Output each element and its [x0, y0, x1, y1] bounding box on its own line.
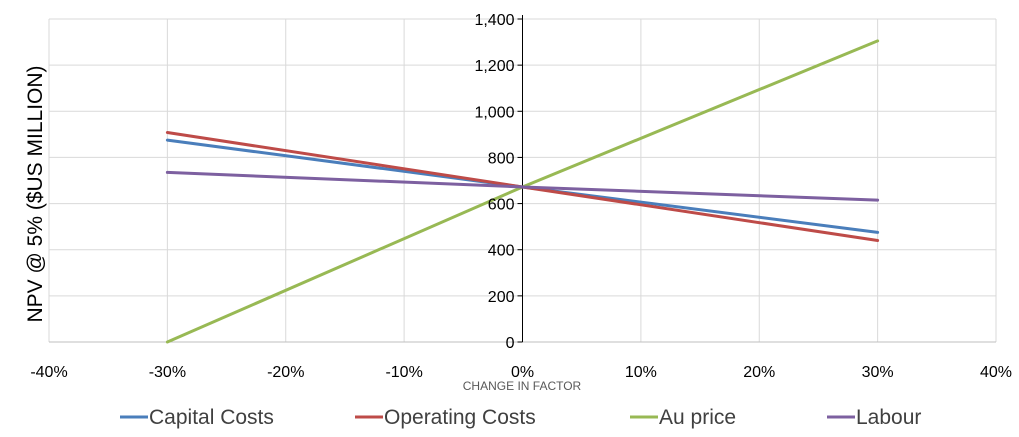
legend-label-au-price: Au price: [659, 406, 736, 429]
y-axis-label: NPV @ 5% ($US MILLION): [24, 65, 47, 322]
y-tick-label: 600: [488, 197, 515, 214]
x-tick-label: -30%: [149, 364, 186, 381]
x-tick-label: -40%: [30, 364, 67, 381]
tick-labels: 0 200 400 600 800 1,000 1,200 1,400 -40% -30% -20%…: [30, 12, 1012, 381]
x-tick-label: 20%: [743, 364, 775, 381]
legend-label-capital-costs: Capital Costs: [149, 406, 274, 429]
series-lines: [165, 39, 880, 344]
y-tick-label: 400: [488, 243, 515, 260]
legend: Capital Costs Operating Costs Au price Labo…: [120, 406, 921, 429]
x-axis-label: CHANGE IN FACTOR: [463, 379, 582, 393]
axes: [49, 15, 996, 343]
x-tick-label: -10%: [385, 364, 422, 381]
x-tick-label: 40%: [980, 364, 1012, 381]
x-tick-label: 30%: [862, 364, 894, 381]
y-tick-label: 200: [488, 289, 515, 306]
legend-label-operating-costs: Operating Costs: [384, 406, 536, 429]
x-tick-label: 0%: [511, 364, 534, 381]
y-tick-label: 1,400: [474, 12, 514, 29]
x-tick-label: 10%: [625, 364, 657, 381]
y-tick-label: 0: [506, 335, 515, 352]
x-tick-label: -20%: [267, 364, 304, 381]
y-tick-label: 1,000: [474, 104, 514, 121]
series-line-labour: [165, 170, 880, 202]
y-tick-label: 1,200: [474, 58, 514, 75]
legend-label-labour: Labour: [856, 406, 921, 429]
y-tick-label: 800: [488, 150, 515, 167]
